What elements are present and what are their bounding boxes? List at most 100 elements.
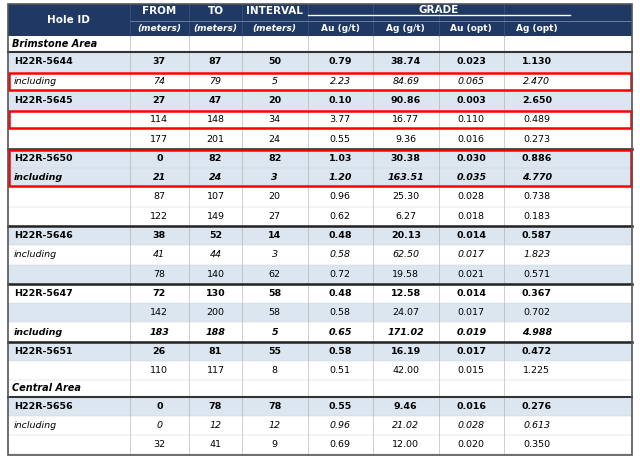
Text: 0.014: 0.014 — [456, 231, 486, 240]
Bar — [8, 264, 632, 284]
Text: 78: 78 — [268, 402, 282, 411]
Text: 0.018: 0.018 — [458, 212, 485, 221]
Bar — [9, 73, 631, 90]
Text: 0.613: 0.613 — [524, 421, 550, 430]
Bar — [8, 435, 632, 454]
Text: including: including — [14, 251, 57, 259]
Bar — [8, 226, 632, 245]
Text: (meters): (meters) — [138, 24, 181, 33]
Text: 27: 27 — [153, 96, 166, 105]
Text: 0: 0 — [156, 402, 163, 411]
Bar — [8, 36, 632, 52]
Text: 47: 47 — [209, 96, 222, 105]
Text: 3: 3 — [271, 173, 278, 182]
Text: 0.65: 0.65 — [328, 328, 352, 336]
Text: 78: 78 — [209, 402, 222, 411]
Text: 0.023: 0.023 — [456, 57, 486, 67]
Text: 0.021: 0.021 — [458, 270, 485, 279]
Bar — [8, 284, 632, 303]
Text: 30.38: 30.38 — [391, 154, 421, 163]
Text: Au (opt): Au (opt) — [451, 24, 492, 33]
Text: including: including — [14, 421, 57, 430]
Text: including: including — [14, 77, 57, 86]
Bar — [8, 397, 632, 416]
Bar — [8, 149, 632, 168]
Text: 78: 78 — [154, 270, 165, 279]
Bar — [8, 416, 632, 435]
Text: 171.02: 171.02 — [387, 328, 424, 336]
Text: 24.07: 24.07 — [392, 308, 419, 317]
Bar — [8, 303, 632, 322]
Text: 0.72: 0.72 — [330, 270, 351, 279]
Text: Au (g/t): Au (g/t) — [321, 24, 360, 33]
Text: 0.79: 0.79 — [328, 57, 352, 67]
Text: 5: 5 — [271, 328, 278, 336]
Text: H22R-5656: H22R-5656 — [14, 402, 72, 411]
Text: 4.770: 4.770 — [522, 173, 552, 182]
Text: 1.03: 1.03 — [328, 154, 352, 163]
Text: 87: 87 — [209, 57, 222, 67]
Text: (meters): (meters) — [253, 24, 297, 33]
Text: 55: 55 — [268, 347, 281, 356]
Bar — [8, 245, 632, 264]
Text: (meters): (meters) — [193, 24, 237, 33]
Text: Brimstone Area: Brimstone Area — [12, 39, 97, 49]
Text: 2.650: 2.650 — [522, 96, 552, 105]
Text: FROM: FROM — [142, 6, 177, 16]
Text: 16.19: 16.19 — [390, 347, 421, 356]
Bar — [8, 168, 632, 187]
Text: 79: 79 — [209, 77, 221, 86]
Bar — [8, 110, 632, 129]
Text: 1.130: 1.130 — [522, 57, 552, 67]
Text: 117: 117 — [207, 366, 225, 375]
Text: H22R-5645: H22R-5645 — [14, 96, 72, 105]
Text: 24: 24 — [209, 173, 222, 182]
Bar — [8, 361, 632, 381]
Text: 183: 183 — [149, 328, 169, 336]
Text: 130: 130 — [205, 289, 225, 298]
Text: 0.273: 0.273 — [524, 134, 550, 144]
Text: INTERVAL: INTERVAL — [246, 6, 303, 16]
Text: H22R-5650: H22R-5650 — [14, 154, 72, 163]
Text: 0.020: 0.020 — [458, 440, 485, 449]
Text: H22R-5651: H22R-5651 — [14, 347, 72, 356]
Text: 188: 188 — [205, 328, 225, 336]
Bar — [8, 72, 632, 91]
Text: Ag (g/t): Ag (g/t) — [387, 24, 425, 33]
Text: 20.13: 20.13 — [391, 231, 421, 240]
Text: 0.014: 0.014 — [456, 289, 486, 298]
Text: 110: 110 — [150, 366, 168, 375]
Text: 2.470: 2.470 — [524, 77, 550, 86]
Text: 20: 20 — [268, 96, 282, 105]
Text: 12.00: 12.00 — [392, 440, 419, 449]
Text: 0.350: 0.350 — [524, 440, 550, 449]
Text: 25.30: 25.30 — [392, 192, 419, 202]
Text: including: including — [14, 173, 63, 182]
Text: 0.017: 0.017 — [458, 251, 485, 259]
Text: 0.55: 0.55 — [330, 134, 351, 144]
Text: 50: 50 — [268, 57, 281, 67]
Text: 0.472: 0.472 — [522, 347, 552, 356]
Text: 9.46: 9.46 — [394, 402, 418, 411]
Text: 0.10: 0.10 — [328, 96, 352, 105]
Bar — [8, 52, 632, 72]
Text: 82: 82 — [209, 154, 222, 163]
Text: 0.58: 0.58 — [330, 251, 351, 259]
Text: 0.571: 0.571 — [524, 270, 550, 279]
Text: 72: 72 — [153, 289, 166, 298]
Text: 0: 0 — [156, 154, 163, 163]
Text: 52: 52 — [209, 231, 222, 240]
Text: H22R-5647: H22R-5647 — [14, 289, 73, 298]
Text: 41: 41 — [209, 440, 221, 449]
Bar — [8, 4, 632, 36]
Text: 0.030: 0.030 — [456, 154, 486, 163]
Text: 4.988: 4.988 — [522, 328, 552, 336]
Text: 24: 24 — [269, 134, 281, 144]
Text: 177: 177 — [150, 134, 168, 144]
Bar — [8, 322, 632, 342]
Text: 0.110: 0.110 — [458, 115, 485, 124]
Text: Hole ID: Hole ID — [47, 15, 90, 25]
Text: 0.016: 0.016 — [458, 134, 485, 144]
Text: 21.02: 21.02 — [392, 421, 419, 430]
Text: 3: 3 — [272, 251, 278, 259]
